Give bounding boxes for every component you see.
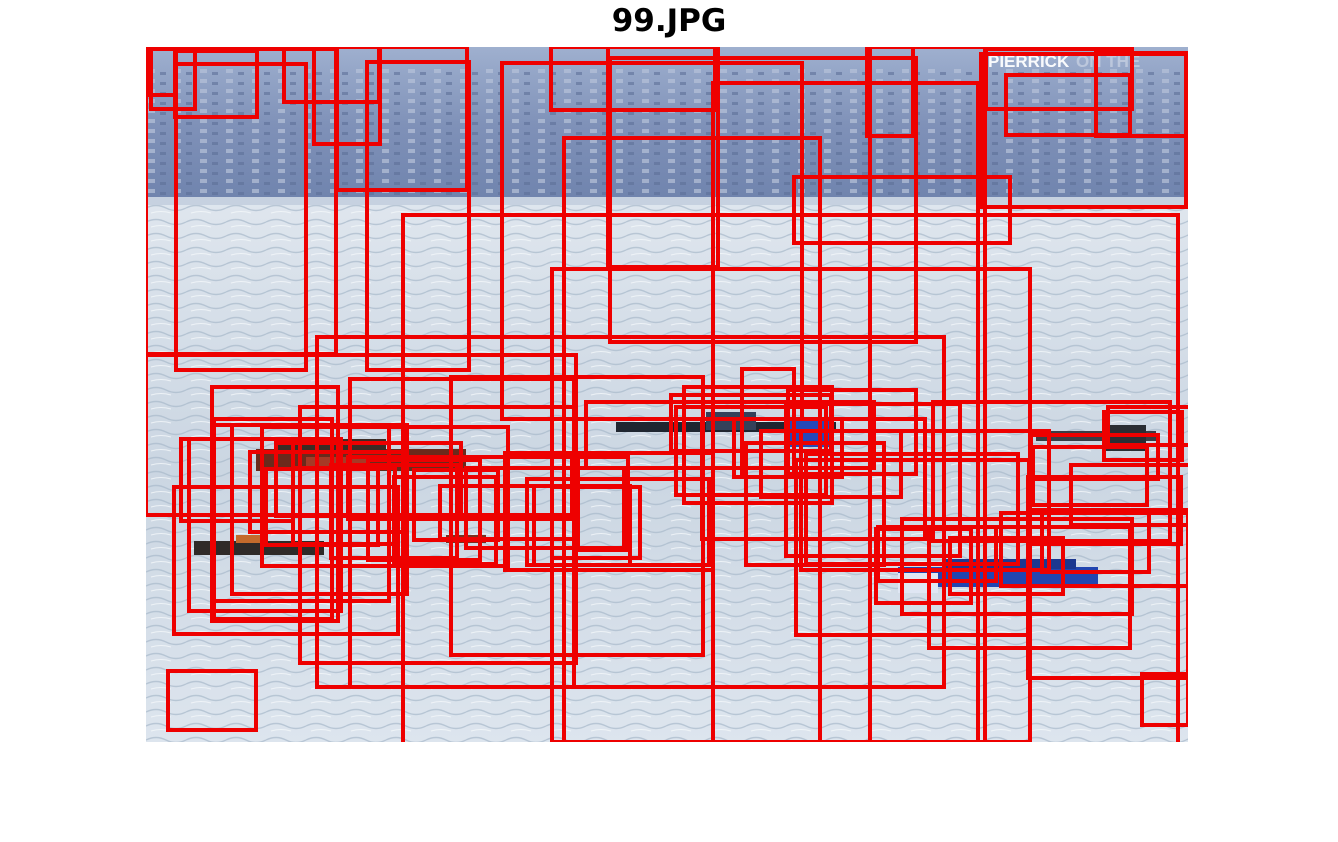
detection-box [584, 400, 876, 470]
figure-title: 99.JPG [611, 3, 727, 39]
annotated-photo: PIERRICK ON THE [146, 47, 1188, 742]
detection-box [248, 450, 407, 534]
detection-box [315, 335, 946, 689]
detection-box [312, 47, 382, 146]
detection-box [784, 402, 962, 558]
detection-box [732, 417, 844, 479]
detection-box [401, 213, 1180, 742]
detection-box [979, 52, 1188, 209]
photo-watermark-faded: ON THE [1076, 52, 1140, 71]
detection-box [999, 511, 1188, 588]
detection-box [166, 669, 258, 732]
detection-box [549, 47, 717, 112]
detection-box [931, 400, 1172, 543]
photo-canvas: PIERRICK ON THE [146, 47, 1188, 742]
detection-box [464, 466, 626, 550]
detection-box [1026, 508, 1188, 680]
detection-box [865, 47, 915, 138]
detection-box [550, 485, 642, 560]
detection-box [799, 429, 1051, 572]
detection-box [868, 47, 987, 742]
detection-box [711, 81, 980, 742]
detection-box [187, 437, 343, 613]
detection-boxes [146, 47, 1188, 742]
detection-box [503, 451, 715, 572]
detection-box [674, 405, 828, 497]
shoreline [146, 197, 1188, 205]
detection-box [366, 458, 482, 562]
detection-box [576, 455, 630, 552]
detection-box [174, 62, 308, 372]
detection-box [804, 452, 1020, 566]
detection-box [562, 136, 822, 742]
detection-box [608, 56, 918, 344]
photo-watermark: PIERRICK [988, 52, 1070, 71]
detection-box [1140, 672, 1188, 727]
detection-box [792, 175, 1012, 245]
detection-box [927, 525, 1132, 650]
detection-box [1004, 73, 1132, 137]
detection-box [1106, 405, 1188, 447]
